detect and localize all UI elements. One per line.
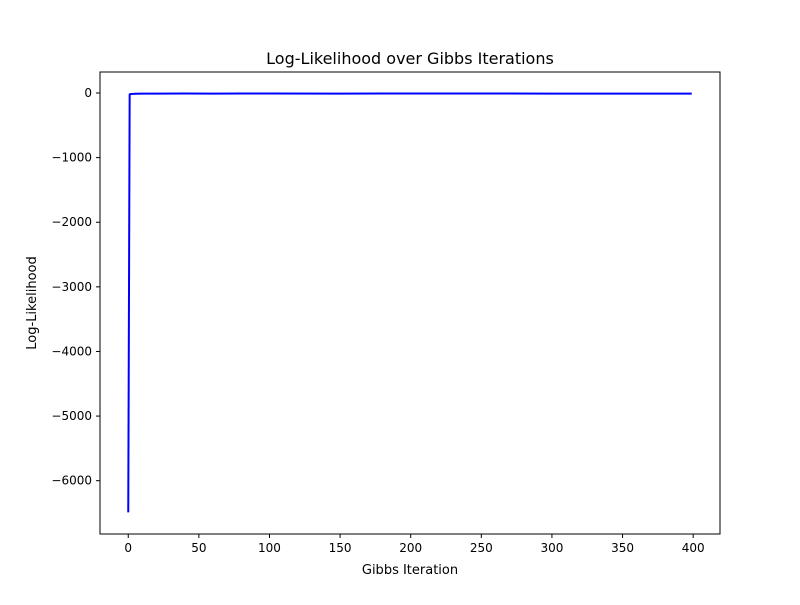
chart-title: Log-Likelihood over Gibbs Iterations bbox=[266, 49, 554, 68]
series-layer bbox=[127, 92, 692, 513]
y-tick-label: 0 bbox=[84, 86, 92, 100]
y-tick-label: −5000 bbox=[51, 409, 92, 423]
y-tick-label: −6000 bbox=[51, 474, 92, 488]
y-tick-label: −1000 bbox=[51, 151, 92, 165]
x-tick-label: 350 bbox=[611, 541, 634, 555]
y-axis-ticks: 0 −1000 −2000 −3000 −4000 −5000 −6000 bbox=[51, 86, 100, 488]
x-tick-label: 50 bbox=[191, 541, 206, 555]
y-tick-label: −4000 bbox=[51, 344, 92, 358]
x-tick-label: 100 bbox=[258, 541, 281, 555]
y-axis-label: Log-Likelihood bbox=[25, 256, 40, 349]
x-tick-label: 0 bbox=[124, 541, 132, 555]
x-tick-label: 400 bbox=[682, 541, 705, 555]
x-axis-ticks: 0 50 100 150 200 250 300 350 400 bbox=[124, 534, 705, 555]
y-tick-label: −2000 bbox=[51, 215, 92, 229]
x-tick-label: 150 bbox=[329, 541, 352, 555]
plot-area bbox=[99, 71, 721, 535]
x-tick-label: 250 bbox=[470, 541, 493, 555]
series-line-0 bbox=[127, 92, 692, 513]
x-axis-label: Gibbs Iteration bbox=[362, 563, 458, 578]
y-tick-label: −3000 bbox=[51, 280, 92, 294]
x-tick-label: 300 bbox=[540, 541, 563, 555]
x-tick-label: 200 bbox=[399, 541, 422, 555]
